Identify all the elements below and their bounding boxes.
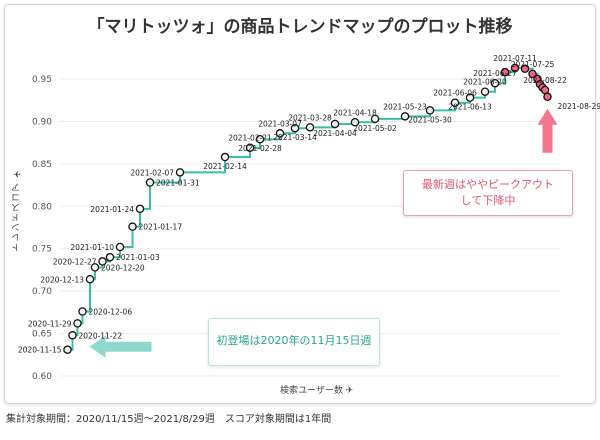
y-tick-label: 0.85 <box>32 160 52 170</box>
pink-up-arrow <box>537 108 558 153</box>
data-point <box>255 134 265 144</box>
peak-callout: 最新週はややピークアウト して下降中 <box>403 170 573 216</box>
point-date-label: 2021-04-04 <box>313 129 357 138</box>
peak-callout-line1: 最新週はややピークアウト <box>422 178 554 191</box>
point-date-label: 2021-03-07 <box>258 119 302 128</box>
point-date-label: 2021-02-07 <box>130 168 174 177</box>
point-date-label: 2021-01-03 <box>116 253 160 262</box>
point-date-label: 2021-07-25 <box>511 60 555 69</box>
point-date-label: 2021-04-18 <box>333 108 377 117</box>
first-appearance-callout: 初登場は2020年の11月15日週 <box>208 318 380 366</box>
point-date-label: 2021-03-28 <box>288 113 332 122</box>
point-date-label: 2020-11-22 <box>79 331 123 340</box>
teal-left-arrow <box>89 335 152 358</box>
point-date-label: 2020-12-13 <box>40 275 84 284</box>
data-point <box>220 152 230 162</box>
point-date-label: 2021-01-24 <box>90 205 134 214</box>
y-tick-label: 0.90 <box>32 117 52 127</box>
point-date-label: 2021-06-13 <box>448 103 492 112</box>
data-point <box>68 331 77 340</box>
data-point <box>465 93 475 102</box>
point-date-label: 2021-06-27 <box>473 69 517 78</box>
y-tick-label: 0.95 <box>32 75 52 85</box>
point-date-label: 2020-11-15 <box>18 346 62 355</box>
data-point <box>105 252 115 262</box>
point-date-label: 2021-01-31 <box>156 179 200 188</box>
data-point <box>400 112 410 121</box>
point-date-label: 2021-01-17 <box>139 223 183 232</box>
x-axis-label: 検索ユーザー数 ✈ <box>280 386 354 396</box>
data-point <box>305 123 315 132</box>
data-point <box>528 69 537 79</box>
chart-title: 「マリトッツォ」の商品トレンドマップのプロット推移 <box>87 17 513 37</box>
point-date-label: 2021-02-28 <box>238 144 282 153</box>
data-point <box>128 222 137 231</box>
point-date-label: 2021-02-14 <box>203 162 247 171</box>
data-point <box>135 204 145 214</box>
point-date-label: 2020-12-20 <box>101 263 145 272</box>
point-date-label: 2021-06-06 <box>433 89 477 98</box>
data-point <box>330 119 340 129</box>
data-point <box>500 67 510 77</box>
data-point <box>425 106 435 115</box>
y-tick-label: 0.75 <box>32 245 52 255</box>
point-date-label: 2021-03-14 <box>273 133 317 142</box>
data-point <box>370 114 380 124</box>
point-date-label: 2021-05-30 <box>408 115 452 124</box>
point-date-label: 2021-08-29 <box>558 102 600 111</box>
data-point <box>98 257 107 266</box>
point-date-label: 2021-05-02 <box>353 124 397 133</box>
data-point <box>543 92 552 102</box>
data-point <box>78 307 87 316</box>
point-date-label: 2021-08-22 <box>523 76 567 85</box>
data-point <box>350 118 360 127</box>
point-date-label: 2020-12-27 <box>53 257 97 266</box>
y-tick-label: 0.70 <box>32 287 52 297</box>
y-tick-label: 0.60 <box>32 372 52 382</box>
data-point <box>73 319 82 328</box>
data-point <box>175 168 185 177</box>
point-date-label: 2021-02-21 <box>228 134 272 143</box>
point-date-label: 2021-01-10 <box>70 243 114 252</box>
data-point <box>510 63 520 73</box>
data-point <box>480 87 490 96</box>
data-point <box>90 263 100 272</box>
data-point <box>275 129 285 138</box>
data-point <box>145 178 155 187</box>
point-date-label: 2020-12-06 <box>89 308 133 317</box>
y-tick-label: 0.80 <box>32 202 52 212</box>
data-point <box>490 78 500 88</box>
data-point <box>520 64 530 74</box>
data-point <box>540 85 550 95</box>
data-point <box>450 98 460 107</box>
point-date-label: 2020-11-29 <box>28 319 72 328</box>
data-point <box>290 123 300 133</box>
footnote: 集計対象期間：2020/11/15週〜2021/8/29週 スコア対象期間は1年… <box>6 414 332 425</box>
point-date-label: 2021-07-11 <box>493 54 537 63</box>
y-tick-label: 0.65 <box>32 330 52 340</box>
point-date-label: 2021-05-23 <box>383 102 427 111</box>
data-point <box>63 345 72 354</box>
peak-callout-line2: して下降中 <box>460 194 516 207</box>
point-date-label: 2021-06-20 <box>463 78 507 87</box>
data-point <box>245 143 255 152</box>
data-point <box>115 242 125 252</box>
data-point <box>85 275 95 284</box>
